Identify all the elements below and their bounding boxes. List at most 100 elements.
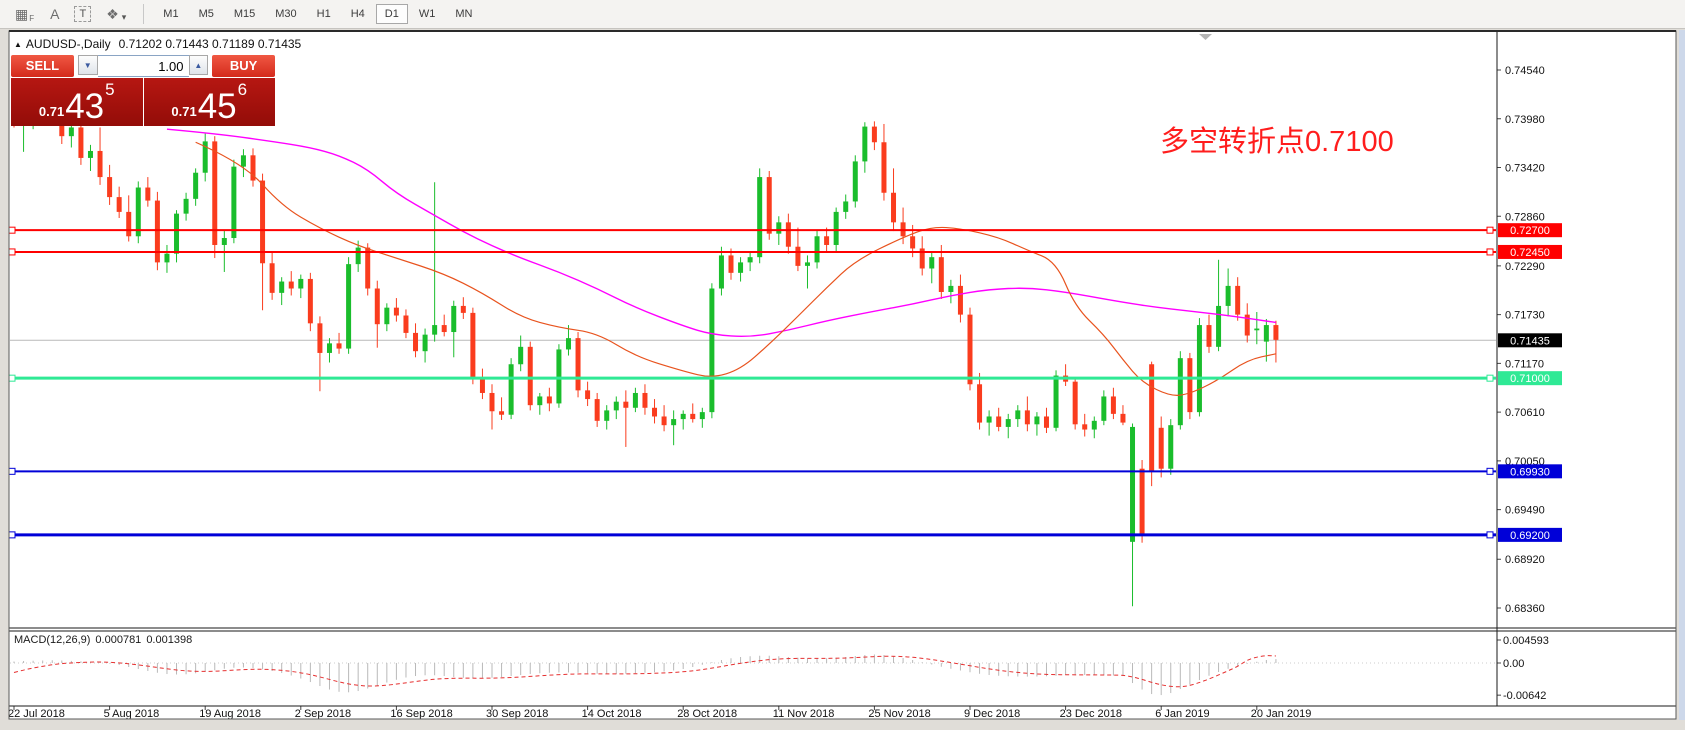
candle-up xyxy=(508,364,514,415)
timeframe-h4[interactable]: H4 xyxy=(350,8,365,20)
price-axis-label: 0.70610 xyxy=(1505,407,1545,419)
candle-down xyxy=(1206,325,1212,347)
candle-up xyxy=(632,392,638,408)
macd-name: MACD(12,26,9) xyxy=(14,634,91,646)
hline-handle-left[interactable] xyxy=(8,374,16,382)
candle-up xyxy=(738,262,744,273)
candle-down xyxy=(642,392,648,408)
timeframe-mn[interactable]: MN xyxy=(455,8,473,20)
candle-down xyxy=(317,323,323,353)
candle-down xyxy=(374,288,380,325)
candle-down xyxy=(460,305,466,313)
candle-up xyxy=(565,338,571,350)
window-scroll-strip xyxy=(1679,30,1685,720)
candle-down xyxy=(78,127,84,158)
candle-up xyxy=(1091,420,1097,430)
timeframe-m30[interactable]: M30 xyxy=(275,8,297,20)
ask-price-display[interactable]: 0.71 45 6 xyxy=(143,78,275,126)
timeframe-m5[interactable]: M5 xyxy=(198,8,214,20)
date-axis-label: 5 Aug 2018 xyxy=(104,708,160,720)
price-badge-bg xyxy=(1498,244,1562,259)
volume-increase-button[interactable]: ▲ xyxy=(188,55,209,75)
price-axis-label: 0.69490 xyxy=(1505,505,1545,517)
candle-down xyxy=(269,263,275,293)
date-axis-label: 11 Nov 2018 xyxy=(773,708,835,720)
candle-up xyxy=(833,211,839,245)
hline-handle-right[interactable] xyxy=(1486,531,1494,539)
candle-down xyxy=(891,192,897,223)
bid-price-big: 43 xyxy=(65,87,105,127)
text-box-icon[interactable]: T xyxy=(74,6,92,22)
candle-up xyxy=(384,307,390,325)
price-badge-0.71000: 0.71000 xyxy=(1498,371,1562,386)
date-axis-label: 22 Jul 2018 xyxy=(8,708,65,720)
hline-handle-left[interactable] xyxy=(8,467,16,475)
hline-0.69930[interactable] xyxy=(8,467,1496,475)
candle-up xyxy=(1196,325,1202,413)
timeframe-m15[interactable]: M15 xyxy=(233,8,256,20)
buy-button[interactable]: BUY xyxy=(212,55,275,77)
macd-axis-label: 0.004593 xyxy=(1503,635,1549,647)
candle-down xyxy=(785,222,791,247)
candle-up xyxy=(279,281,285,293)
candle-down xyxy=(1082,424,1088,430)
symbols-grid-sub: F xyxy=(29,13,35,23)
hline-handle-right[interactable] xyxy=(1486,374,1494,382)
hline-0.72450[interactable] xyxy=(8,248,1496,256)
volume-input[interactable] xyxy=(97,55,189,77)
price-badge-label: 0.72450 xyxy=(1510,247,1550,259)
timeframe-w1[interactable]: W1 xyxy=(418,8,436,20)
candle-down xyxy=(977,384,983,423)
date-axis-label: 6 Jan 2019 xyxy=(1155,708,1209,720)
hline-0.71000[interactable] xyxy=(8,374,1496,382)
candle-down xyxy=(661,416,667,426)
bid-price-prefix: 0.71 xyxy=(38,104,65,119)
candle-down xyxy=(652,407,658,417)
macd-axis-label: -0.00642 xyxy=(1503,690,1546,702)
candle-up xyxy=(604,410,610,421)
sell-button[interactable]: SELL xyxy=(11,55,74,77)
bid-price-display[interactable]: 0.71 43 5 xyxy=(11,78,143,126)
candle-down xyxy=(527,346,533,406)
hline-handle-left[interactable] xyxy=(8,248,16,256)
candle-down xyxy=(212,141,218,245)
date-axis-label: 2 Sep 2018 xyxy=(295,708,351,720)
hline-0.72700[interactable] xyxy=(8,226,1496,234)
symbols-grid-icon[interactable]: ▦ F xyxy=(8,4,41,25)
candle-up xyxy=(671,419,677,426)
candle-down xyxy=(499,411,505,415)
hline-handle-left[interactable] xyxy=(8,226,16,234)
annotation-letter-icon[interactable]: A xyxy=(50,6,60,22)
ask-price-prefix: 0.71 xyxy=(171,104,197,119)
candle-down xyxy=(766,177,772,234)
timeframe-m1[interactable]: M1 xyxy=(163,8,179,20)
candle-down xyxy=(336,343,342,349)
timeframe-d1[interactable]: D1 xyxy=(375,4,408,24)
price-axis-label: 0.68360 xyxy=(1505,603,1545,615)
objects-arrows-glyph: ❖ xyxy=(106,5,119,22)
chart-annotation-text: 多空转折点0.7100 xyxy=(1160,126,1394,158)
candle-up xyxy=(422,334,428,352)
objects-arrows-icon[interactable]: ❖ ▾ xyxy=(99,4,133,25)
price-badge-bg xyxy=(1498,464,1562,479)
candle-up xyxy=(202,141,208,173)
hline-handle-right[interactable] xyxy=(1486,226,1494,234)
hline-handle-right[interactable] xyxy=(1486,467,1494,475)
ma-slow-magenta xyxy=(166,128,1277,338)
candle-up xyxy=(948,285,954,292)
candle-down xyxy=(623,401,629,408)
candle-up xyxy=(355,247,361,265)
volume-decrease-button[interactable]: ▼ xyxy=(77,55,98,75)
timeframe-h1[interactable]: H1 xyxy=(316,8,331,20)
window-nav-triangle-icon[interactable] xyxy=(1199,34,1212,40)
date-axis-label: 20 Jan 2019 xyxy=(1251,708,1312,720)
hline-handle-right[interactable] xyxy=(1486,248,1494,256)
ma-fast-orange xyxy=(195,141,1277,396)
candle-down xyxy=(910,236,916,249)
collapse-triangle-icon[interactable]: ▲ xyxy=(14,40,22,49)
candle-up xyxy=(1216,305,1222,347)
candle-up xyxy=(231,166,237,239)
candle-up xyxy=(1015,410,1021,420)
candle-down xyxy=(413,332,419,352)
hline-handle-left[interactable] xyxy=(8,531,16,539)
